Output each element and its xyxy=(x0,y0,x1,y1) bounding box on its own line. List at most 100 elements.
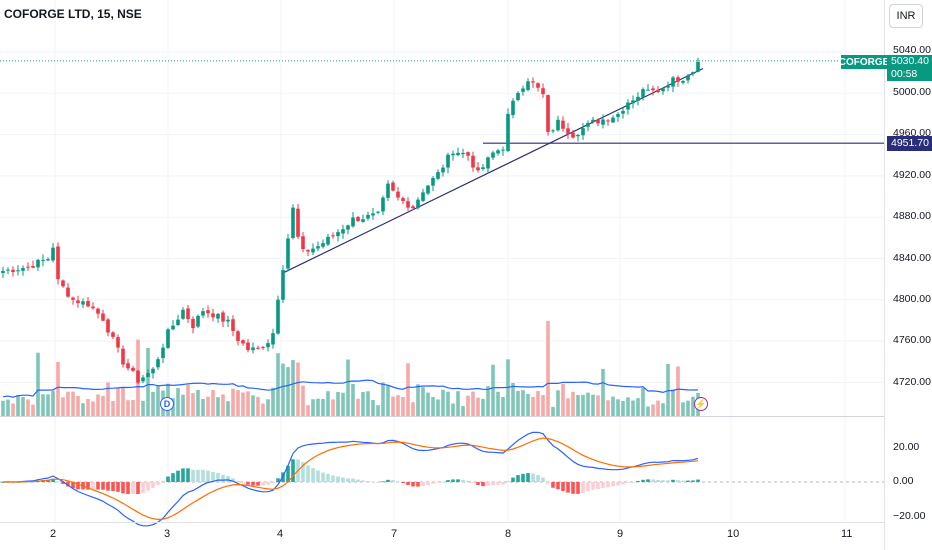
macd-histogram-bar xyxy=(556,482,560,490)
time-tick: 2 xyxy=(50,528,57,540)
candle-body xyxy=(536,83,540,88)
time-tick: 11 xyxy=(841,528,853,540)
volume-bar xyxy=(401,397,405,416)
macd-histogram-bar xyxy=(321,472,325,482)
candle-body xyxy=(576,134,580,137)
macd-histogram-bar xyxy=(521,473,525,482)
macd-histogram-bar xyxy=(271,482,275,484)
candle-body xyxy=(406,201,410,208)
last-price-value: 5030.40 xyxy=(891,55,929,67)
macd-histogram-bar xyxy=(406,482,410,485)
macd-histogram-bar xyxy=(186,468,190,482)
candle-body xyxy=(586,122,590,127)
candle-body xyxy=(496,150,500,154)
macd-histogram-bar xyxy=(511,477,515,482)
volume-bar xyxy=(541,395,545,416)
time-tick: 8 xyxy=(505,528,512,540)
volume-bar xyxy=(641,387,645,416)
macd-histogram-bar xyxy=(261,482,265,486)
volume-bar xyxy=(626,397,630,416)
candle-body xyxy=(631,100,635,104)
price-axis[interactable] xyxy=(884,0,932,550)
volume-bar xyxy=(156,384,160,416)
volume-bar xyxy=(21,397,25,416)
volume-bar xyxy=(556,390,560,416)
candle-body xyxy=(176,319,180,326)
volume-bar xyxy=(26,399,30,416)
macd-histogram-bar xyxy=(436,482,440,483)
macd-histogram-bar xyxy=(251,482,255,486)
chart-canvas[interactable] xyxy=(0,0,884,550)
macd-histogram-bar xyxy=(206,470,210,482)
macd-histogram-bar xyxy=(341,477,345,482)
candle-body xyxy=(581,128,585,136)
volume-bar xyxy=(661,403,665,416)
candle-body xyxy=(216,313,220,319)
volume-bar xyxy=(371,399,375,416)
macd-histogram-bar xyxy=(241,482,245,483)
volume-bar xyxy=(396,395,400,416)
candle-body xyxy=(636,96,640,101)
pane-separator[interactable] xyxy=(0,416,884,417)
currency-selector[interactable]: INR xyxy=(889,4,923,28)
volume-bar xyxy=(211,389,215,416)
candle-body xyxy=(181,309,185,319)
candle-body xyxy=(456,152,460,156)
volume-bar xyxy=(221,394,225,416)
macd-histogram-bar xyxy=(196,469,200,482)
candle-body xyxy=(191,318,195,329)
volume-bar xyxy=(606,400,610,416)
candle-body xyxy=(231,319,235,331)
volume-bar xyxy=(296,362,300,416)
macd-histogram-bar xyxy=(311,468,315,482)
macd-histogram-bar xyxy=(681,480,685,482)
volume-bar xyxy=(501,396,505,416)
dividend-marker-icon[interactable]: D xyxy=(160,397,174,411)
candle-body xyxy=(486,157,490,169)
volume-bar xyxy=(481,398,485,416)
candle-body xyxy=(526,81,530,90)
macd-histogram-bar xyxy=(71,482,75,489)
candle-body xyxy=(501,149,505,151)
macd-histogram-bar xyxy=(401,482,405,483)
time-tick: 10 xyxy=(727,528,740,540)
volume-bar xyxy=(191,393,195,416)
macd-histogram-bar xyxy=(106,482,110,491)
macd-histogram-bar xyxy=(366,481,370,482)
candle-body xyxy=(516,92,520,101)
chart-title: COFORGE LTD, 15, NSE xyxy=(4,7,142,21)
level-line-tag[interactable]: 4951.70 xyxy=(887,136,932,151)
volume-bar xyxy=(346,359,350,416)
candle-body xyxy=(416,199,420,208)
candle-body xyxy=(556,119,560,131)
volume-bar xyxy=(376,405,380,416)
macd-histogram-bar xyxy=(541,477,545,482)
trend-line xyxy=(282,67,704,274)
volume-ma-line xyxy=(2,379,699,398)
candle-body xyxy=(91,306,95,309)
volume-bar xyxy=(581,394,585,416)
candle-body xyxy=(201,311,205,316)
volume-bar xyxy=(381,382,385,416)
macd-histogram-bar xyxy=(146,482,150,491)
candle-body xyxy=(276,299,280,334)
macd-histogram-bar xyxy=(276,478,280,482)
candle-body xyxy=(11,269,15,273)
macd-histogram-bar xyxy=(651,479,655,482)
volume-bar xyxy=(666,364,670,416)
macd-histogram-bar xyxy=(61,482,65,484)
volume-bar xyxy=(601,369,605,416)
macd-histogram-bar xyxy=(561,482,565,492)
volume-bar xyxy=(71,391,75,416)
macd-histogram-bar xyxy=(301,462,305,482)
macd-histogram-bar xyxy=(136,482,140,495)
candle-body xyxy=(326,236,330,245)
candle-body xyxy=(321,243,325,247)
macd-histogram-bar xyxy=(686,480,690,482)
macd-histogram-bar xyxy=(216,472,220,482)
volume-bar xyxy=(146,347,150,416)
candle-body xyxy=(681,81,685,83)
volume-bar xyxy=(306,405,310,416)
earnings-marker-icon[interactable]: ⚡ xyxy=(694,397,708,411)
macd-histogram-bar xyxy=(646,479,650,482)
